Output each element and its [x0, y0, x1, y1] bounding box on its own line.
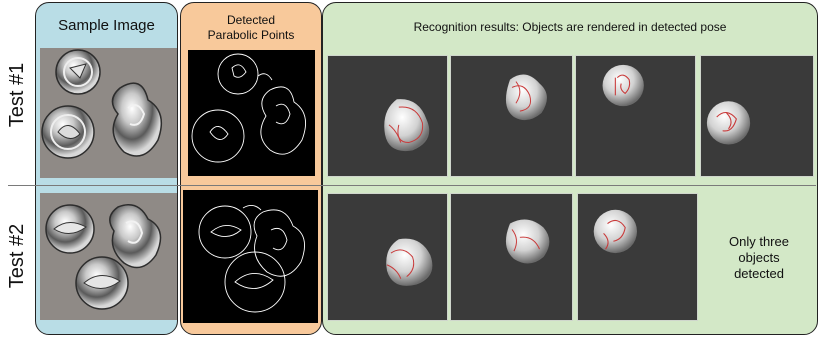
detected-points-header: Detected Parabolic Points — [207, 13, 295, 42]
sample-image-test-2 — [40, 193, 177, 320]
render-test-1-object-4 — [700, 55, 814, 177]
only-three-objects-note: Only three objects detected — [729, 234, 789, 281]
render-test-1-object-1 — [327, 55, 448, 177]
render-test-2-object-1 — [327, 193, 448, 321]
render-test-1-object-2 — [450, 55, 573, 177]
row-separator — [8, 185, 816, 186]
detected-points-test-1 — [188, 50, 315, 176]
row-label-test-1: Test #1 — [6, 62, 28, 128]
detected-points-test-2 — [183, 190, 318, 323]
row-label-test-2: Test #2 — [6, 223, 28, 289]
render-test-1-object-3 — [575, 55, 696, 177]
recognition-header: Recognition results: Objects are rendere… — [413, 20, 727, 34]
sample-image-test-1 — [40, 48, 177, 178]
render-test-2-object-2 — [450, 193, 573, 321]
sample-image-header: Sample Image — [58, 17, 155, 34]
render-test-2-object-3 — [577, 193, 698, 321]
